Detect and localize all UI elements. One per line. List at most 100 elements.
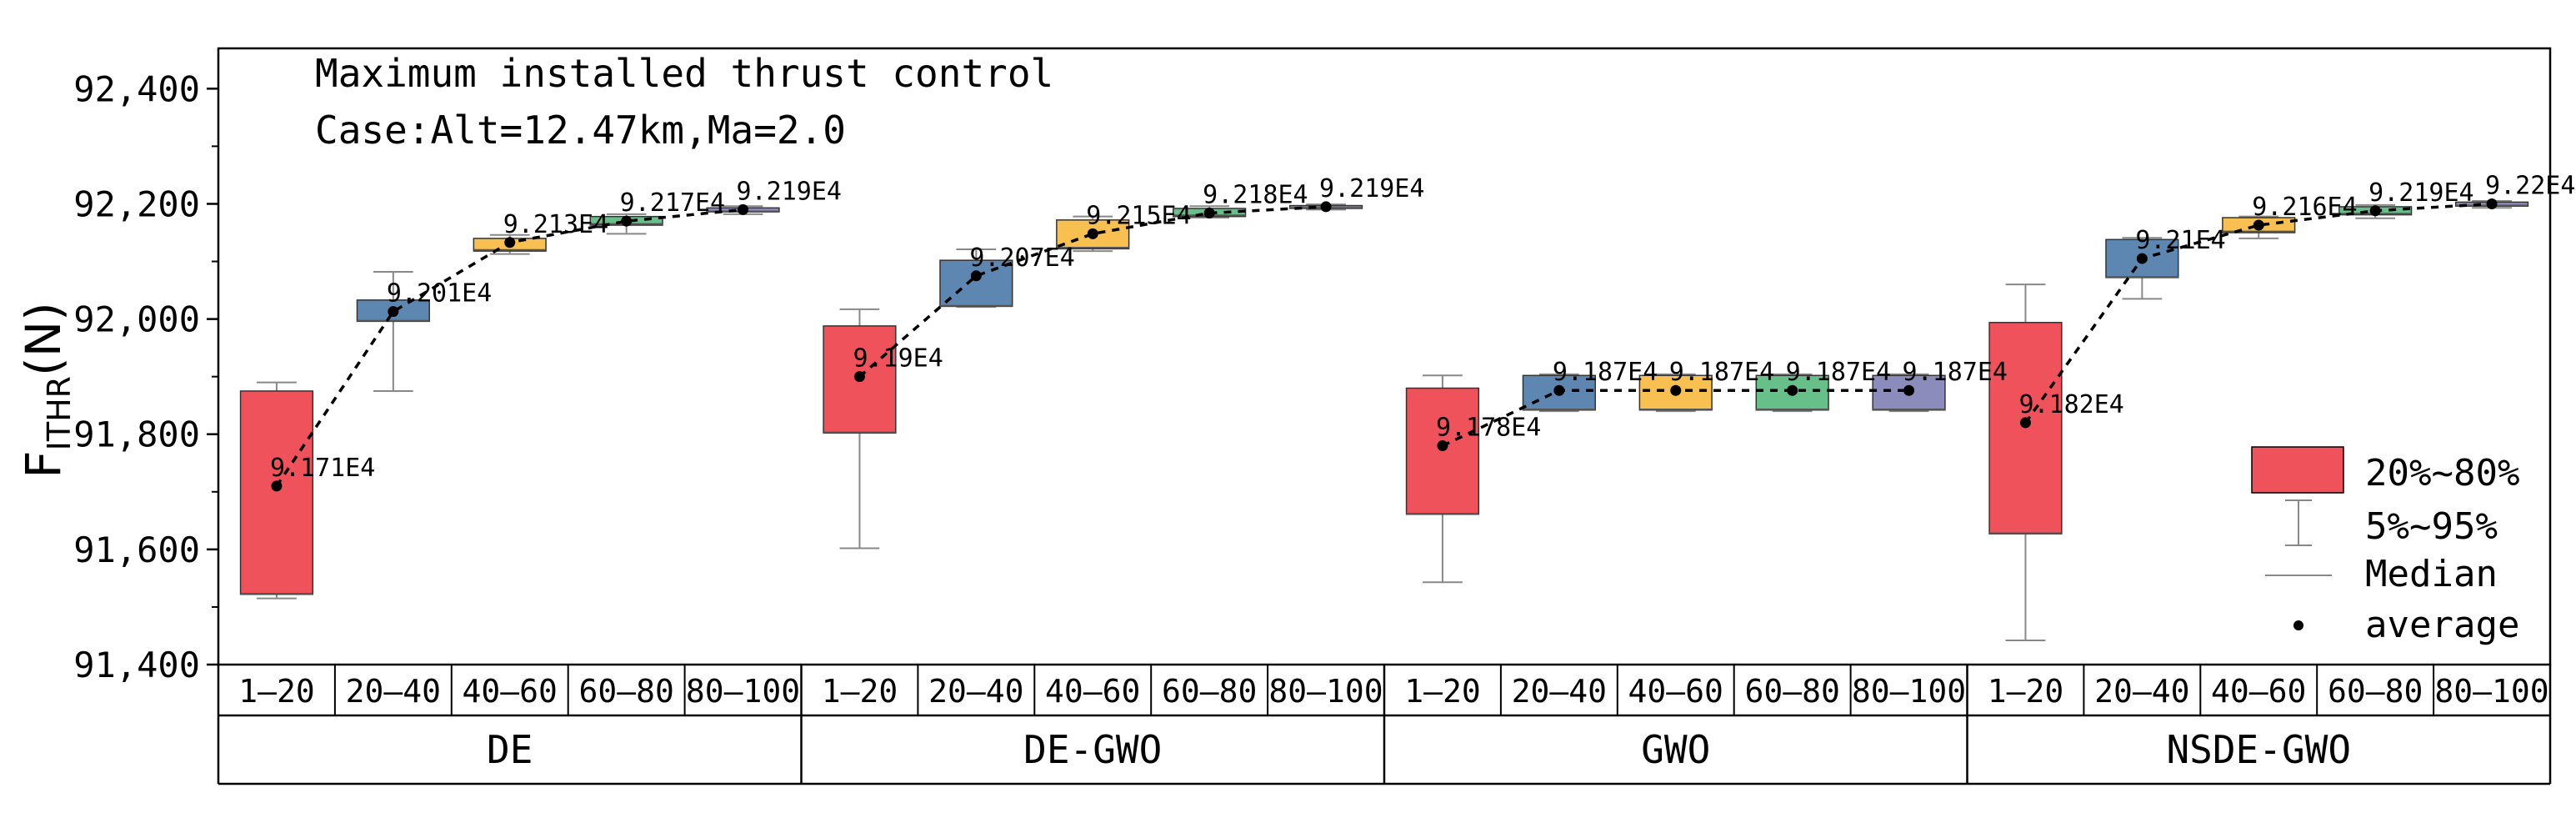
group-label: DE: [487, 727, 533, 772]
mean-label: 9.219E4: [737, 177, 842, 206]
mean-point: [1320, 201, 1332, 213]
legend-label-average: average: [2365, 604, 2519, 646]
y-axis-title-main: F: [15, 450, 72, 478]
mean-point: [738, 203, 749, 215]
category-label: 80—100: [686, 673, 800, 710]
mean-point: [1087, 228, 1098, 239]
mean-label: 9.201E4: [387, 279, 492, 309]
category-label: 20—40: [1512, 673, 1607, 710]
mean-trend-NSDE-GWO: [2024, 202, 2493, 424]
mean-point: [2486, 198, 2498, 209]
mean-point: [1553, 384, 1565, 396]
legend-label-median: Median: [2365, 553, 2498, 595]
y-tick-label: 92,400: [73, 68, 200, 109]
mean-point: [1903, 384, 1915, 396]
mean-label: 9.22E4: [2485, 171, 2575, 200]
mean-point: [1670, 384, 1682, 396]
category-label: 20—40: [346, 673, 441, 710]
box-body: [1988, 322, 2063, 534]
mean-label: 9.218E4: [1203, 181, 1308, 210]
box-GWO-1—20: [1405, 374, 1480, 584]
category-label: 1—20: [822, 673, 898, 710]
axis-layer: 91,400 91,600 91,800 92,000 92,200 92,400: [73, 68, 218, 685]
mean-label: 9.171E4: [270, 454, 375, 483]
category-label: 60—80: [1162, 673, 1257, 710]
annotation-title: Maximum installed thrust control: [315, 51, 1053, 96]
legend-average-swatch: [2293, 620, 2303, 630]
mean-label: 9.178E4: [1436, 414, 1541, 443]
mean-label: 9.187E4: [1553, 358, 1658, 387]
mean-point: [504, 237, 516, 248]
box-body: [1405, 387, 1480, 515]
y-tick-label: 91,600: [73, 529, 200, 570]
category-label: 60—80: [578, 673, 673, 710]
y-axis-title: FITHR(N): [15, 302, 78, 478]
category-label: 20—40: [2094, 673, 2189, 710]
box-NSDE-GWO-20—40: [2105, 237, 2179, 300]
category-label: 60—80: [2328, 673, 2423, 710]
mean-point: [2369, 205, 2381, 217]
category-label: 40—60: [463, 673, 558, 710]
y-tick-label: 91,400: [73, 645, 200, 685]
y-axis-title-subscript: ITHR: [41, 376, 78, 450]
y-tick-label: 91,800: [73, 414, 200, 455]
svg-text:FITHR(N): FITHR(N): [15, 302, 78, 478]
category-label: 40—60: [1628, 673, 1723, 710]
legend-whisker-swatch: [2285, 499, 2312, 546]
group-label: NSDE-GWO: [2166, 727, 2351, 772]
group-label: DE-GWO: [1023, 727, 1162, 772]
mean-label: 9.187E4: [1903, 358, 2008, 387]
mean-label: 9.19E4: [853, 344, 943, 374]
legend-label-box: 20%~80%: [2365, 452, 2519, 494]
mean-label: 9.217E4: [620, 188, 725, 218]
mean-label: 9.182E4: [2018, 390, 2123, 419]
category-label: 20—40: [928, 673, 1023, 710]
mean-point: [388, 306, 399, 318]
mean-point: [1437, 440, 1448, 452]
group-label: GWO: [1641, 727, 1710, 772]
legend: 20%~80% 5%~95% Median average: [2251, 446, 2519, 646]
category-label: 40—60: [2211, 673, 2306, 710]
box-DE-GWO-20—40: [939, 248, 1013, 309]
mean-point: [1203, 208, 1215, 219]
box-body: [939, 259, 1013, 308]
mean-point: [1787, 384, 1798, 396]
category-label: 80—100: [1268, 673, 1383, 710]
category-label: 1—20: [238, 673, 315, 710]
mean-point: [621, 215, 633, 227]
box-NSDE-GWO-1—20: [1988, 284, 2063, 641]
mean-label: 9.187E4: [1786, 358, 1891, 387]
category-label: 40—60: [1045, 673, 1140, 710]
mean-layer: 9.171E4 9.201E4 9.213E4 9.217E4 9.219E4 9.19E…: [270, 171, 2575, 492]
annotation-case: Case:Alt=12.47km,Ma=2.0: [315, 108, 846, 153]
category-axis-table: DE 1—20 20—40 40—60 60—80 80—100 DE-GWO 1—20 20—…: [217, 665, 2552, 785]
category-label: 80—100: [2434, 673, 2548, 710]
mean-label: 9.207E4: [969, 243, 1074, 273]
legend-box-swatch: [2251, 446, 2344, 494]
category-label: 1—20: [1988, 673, 2064, 710]
y-tick-label: 92,200: [73, 183, 200, 224]
mean-point: [853, 371, 865, 383]
mean-label: 9.219E4: [2368, 178, 2473, 208]
category-label: 60—80: [1744, 673, 1839, 710]
mean-label: 9.219E4: [1319, 174, 1424, 203]
mean-point: [970, 270, 982, 282]
mean-point: [2253, 219, 2264, 231]
mean-label: 9.215E4: [1086, 201, 1191, 230]
mean-label: 9.216E4: [2252, 193, 2357, 222]
category-label: 1—20: [1404, 673, 1481, 710]
mean-label: 9.21E4: [2135, 226, 2225, 255]
mean-point: [2019, 417, 2031, 429]
y-tick-label: 92,000: [73, 299, 200, 340]
mean-trend-DE-GWO: [858, 205, 1327, 378]
box-layer: [239, 200, 2529, 641]
category-label: 80—100: [1852, 673, 1966, 710]
box-DE-1—20: [239, 381, 314, 600]
legend-label-whisker: 5%~95%: [2365, 505, 2498, 548]
mean-point: [2136, 253, 2148, 264]
mean-label: 9.187E4: [1669, 358, 1774, 387]
mean-point: [271, 480, 283, 492]
mean-label: 9.213E4: [503, 210, 608, 239]
box-body: [239, 390, 314, 595]
